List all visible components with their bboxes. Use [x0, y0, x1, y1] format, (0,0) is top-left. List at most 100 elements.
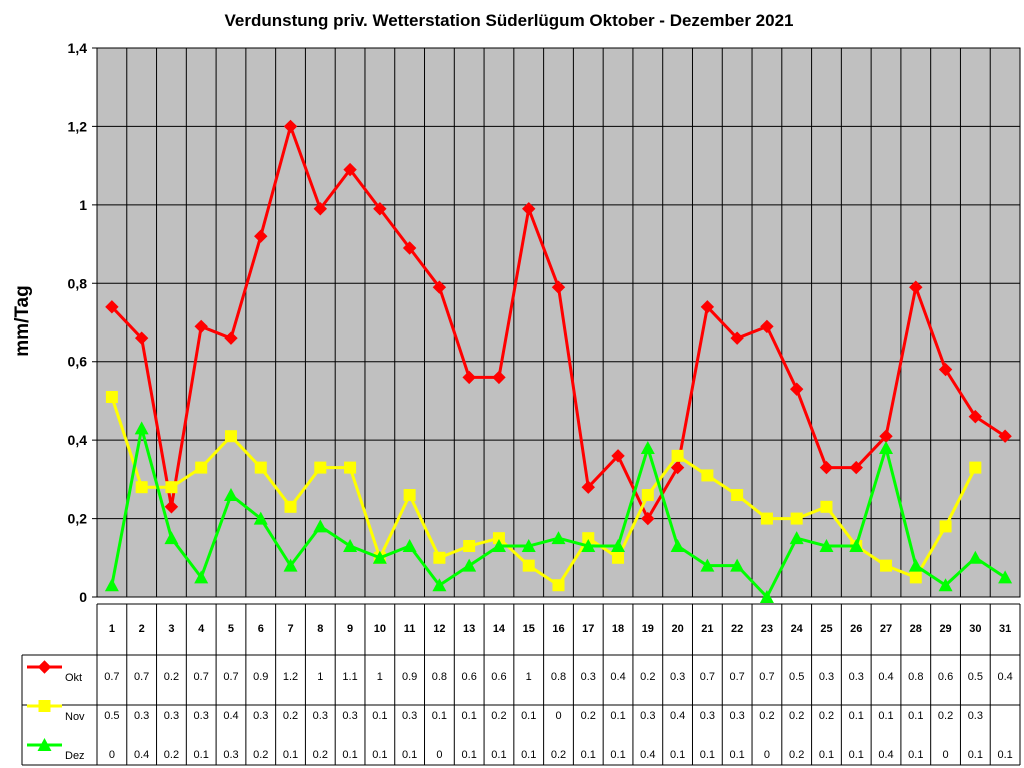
data-point [938, 578, 953, 592]
table-cell: 0.7 [194, 671, 209, 683]
table-cell: 1 [317, 671, 323, 683]
table-cell: 0.1 [610, 710, 625, 722]
x-tick-label: 6 [258, 623, 264, 635]
table-cell: 0 [436, 749, 442, 761]
data-point [998, 429, 1012, 443]
table-cell: 0.1 [610, 749, 625, 761]
data-point [372, 550, 387, 564]
table-cell: 0.5 [789, 671, 804, 683]
table-cell: 0.7 [134, 671, 149, 683]
data-point [759, 590, 774, 603]
data-point [344, 461, 357, 474]
data-point [879, 440, 894, 454]
table-cell: 0.2 [819, 710, 834, 722]
x-tick-label: 14 [493, 623, 506, 635]
data-point [730, 558, 745, 572]
table-cell: 0.1 [462, 749, 477, 761]
x-tick-label: 27 [880, 623, 892, 635]
table-cell: 0.5 [104, 710, 119, 722]
data-point [224, 430, 237, 443]
table-cell: 0.4 [640, 749, 655, 761]
data-point [968, 550, 983, 564]
data-point [790, 512, 803, 525]
table-cell: 0.8 [551, 671, 566, 683]
table-cell: 0.2 [491, 710, 506, 722]
x-tick-label: 16 [552, 623, 564, 635]
table-cell: 0.3 [849, 671, 864, 683]
table-cell: 0.3 [700, 710, 715, 722]
data-point [165, 481, 178, 494]
x-tick-label: 4 [198, 623, 205, 635]
table-cell: 0.2 [640, 671, 655, 683]
y-tick-label: 0,8 [68, 275, 88, 291]
plot-layer: 00,20,40,60,811,21,41 2 3 4 5 6 7 8 9 10 11 12 13 14 1… [21, 40, 1021, 766]
data-point [432, 280, 447, 294]
data-point [135, 481, 148, 494]
data-point [164, 531, 179, 545]
x-tick-label: 10 [374, 623, 386, 635]
series-dez: Dez 0 0.4 0.2 0.1 0.3 0.2 0.1 0.2 0.1 0.1 0.1 0 0.1 0.… [27, 421, 1013, 762]
data-point [402, 241, 417, 255]
table-cell: 0.4 [134, 749, 149, 761]
table-cell: 0.7 [729, 671, 744, 683]
data-point [522, 559, 535, 572]
table-cell: 0.5 [968, 671, 983, 683]
table-cell: 0.2 [938, 710, 953, 722]
x-tick-label: 25 [820, 623, 832, 635]
data-point [849, 539, 864, 553]
table-cell: 0.3 [670, 671, 685, 683]
data-point [581, 480, 595, 494]
data-point [789, 531, 804, 545]
data-point [254, 461, 267, 474]
data-point [641, 511, 655, 526]
table-cell: 0.1 [997, 749, 1012, 761]
data-point [433, 551, 446, 564]
series-okt: Okt 0.7 0.7 0.2 0.7 0.7 0.9 1.2 1 1.1 1 0.9 0.8 0.6 0.… [27, 119, 1013, 684]
data-point [820, 500, 833, 513]
x-tick-label: 20 [671, 623, 683, 635]
table-cell: 0.4 [670, 710, 685, 722]
table-cell: 0.1 [194, 749, 209, 761]
x-tick-label: 5 [228, 623, 234, 635]
x-tick-label: 31 [999, 623, 1011, 635]
data-point [194, 319, 208, 334]
legend-marker [38, 700, 51, 712]
table-cell: 0.2 [283, 710, 298, 722]
table-cell: 0.1 [372, 749, 387, 761]
table-cell: 0.3 [134, 710, 149, 722]
data-point [908, 558, 923, 572]
table-cell: 0.3 [342, 710, 357, 722]
legend-label: Nov [65, 711, 85, 723]
x-tick-label: 26 [850, 623, 862, 635]
table-cell: 0.1 [402, 749, 417, 761]
y-tick-label: 1,2 [68, 118, 88, 134]
table-cell: 0.4 [878, 671, 893, 683]
y-tick-label: 0 [79, 589, 87, 605]
table-cell: 0.1 [878, 710, 893, 722]
table-cell: 0 [555, 710, 561, 722]
data-point [849, 460, 863, 475]
table-cell: 0.8 [908, 671, 923, 683]
data-point [164, 500, 179, 514]
data-point [402, 539, 417, 553]
table-cell: 0.9 [402, 671, 417, 683]
y-tick-label: 1 [79, 197, 87, 213]
table-cell: 0.8 [432, 671, 447, 683]
table-cell: 0.2 [253, 749, 268, 761]
x-tick-label: 23 [761, 623, 773, 635]
data-point [283, 119, 298, 134]
data-point [671, 449, 684, 462]
chart-title: Verdunstung priv. Wetterstation Süderlüg… [225, 11, 794, 30]
data-point [522, 202, 536, 216]
table-cell: 0.6 [938, 671, 953, 683]
table-cell: 0.2 [581, 710, 596, 722]
table-cell: 0 [764, 749, 770, 761]
data-point [551, 280, 566, 294]
data-point [700, 300, 715, 314]
data-point [939, 520, 952, 533]
table-cell: 0.2 [789, 749, 804, 761]
data-point [670, 539, 685, 553]
table-cell: 1 [526, 671, 532, 683]
data-point [760, 319, 774, 334]
table-cell: 0.7 [700, 671, 715, 683]
